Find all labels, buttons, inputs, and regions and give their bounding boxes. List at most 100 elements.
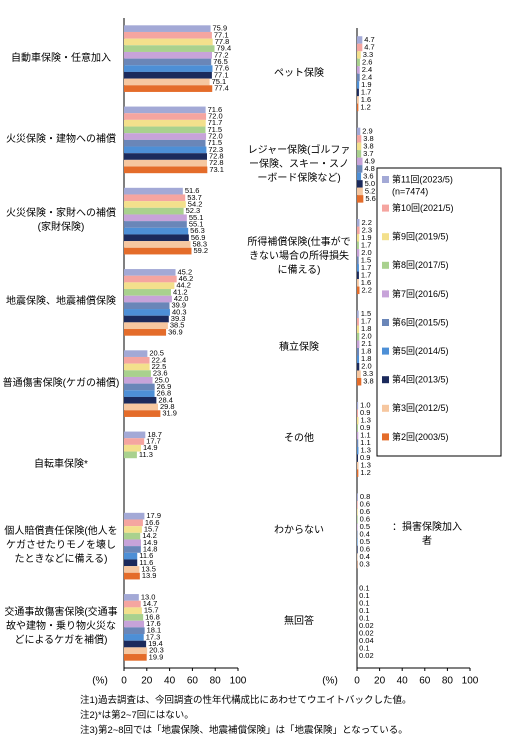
- value-label: 14.8: [143, 544, 158, 553]
- bar: [357, 409, 359, 417]
- value-label: 28.4: [158, 395, 173, 404]
- value-label: 1.0: [360, 401, 370, 410]
- value-label: 1.5: [361, 255, 371, 264]
- bar: [124, 559, 138, 567]
- bar: [357, 234, 360, 242]
- bar: [357, 416, 359, 425]
- value-label: 56.9: [191, 233, 206, 242]
- value-label: 0.1: [359, 591, 369, 600]
- legend-label: 第3回(2012/5): [392, 402, 449, 413]
- bar: [124, 113, 207, 120]
- value-label: 55.1: [189, 213, 204, 222]
- value-label: 41.2: [173, 287, 188, 296]
- value-label: 2.0: [361, 248, 371, 257]
- bar: [124, 654, 147, 661]
- category-label: 火災保険・建物への補償: [6, 133, 116, 145]
- x-tick-label: 20: [141, 676, 153, 687]
- legend-label: 第9回(2019/5): [392, 231, 449, 242]
- value-label: 17.7: [146, 437, 161, 446]
- value-label: 0.1: [359, 599, 369, 608]
- bar: [357, 127, 361, 136]
- value-label: 36.9: [168, 327, 183, 336]
- bar: [124, 106, 206, 114]
- value-label: 51.6: [185, 186, 200, 195]
- bar: [124, 38, 213, 46]
- bar: [124, 356, 150, 364]
- bar: [357, 51, 361, 59]
- value-label: 29.8: [160, 402, 175, 411]
- value-label: 5.0: [365, 179, 375, 188]
- legend-swatch: [382, 319, 389, 326]
- value-label: 3.8: [363, 134, 373, 143]
- value-label: 18.7: [147, 430, 162, 439]
- footnote: 注2)*は第2~7回にはない。: [80, 710, 194, 721]
- bar: [124, 31, 212, 39]
- footnote: 注3)第2~8回では「地震保険、地震補償保険」は「地震保険」となっている。: [80, 725, 408, 736]
- bar: [357, 286, 360, 295]
- x-tick-label: 20: [374, 676, 386, 687]
- bar: [357, 142, 362, 151]
- value-label: 2.2: [361, 285, 371, 294]
- value-label: 1.3: [360, 461, 370, 470]
- bar: [124, 350, 148, 357]
- value-label: 54.2: [188, 199, 203, 208]
- value-label: 0.02: [359, 629, 374, 638]
- bar: [357, 256, 359, 265]
- legend-label: 第8回(2017/5): [392, 259, 449, 270]
- bar: [124, 451, 137, 459]
- value-label: 1.7: [361, 240, 371, 249]
- category-label: 積立保険: [279, 342, 319, 353]
- bar: [357, 493, 358, 501]
- bar: [357, 157, 363, 166]
- bar: [124, 572, 140, 580]
- value-label: 4.8: [364, 164, 374, 173]
- legend-swatch: [382, 376, 389, 384]
- value-label: 0.6: [360, 500, 370, 509]
- value-label: 1.7: [361, 87, 371, 96]
- value-label: 22.4: [152, 355, 167, 364]
- bar: [124, 383, 155, 391]
- value-label: 0.6: [360, 507, 370, 516]
- value-label: 40.3: [172, 307, 187, 316]
- bar: [357, 424, 359, 432]
- bar: [124, 201, 186, 208]
- legend-label: 第6回(2015/5): [392, 316, 449, 327]
- bar: [124, 614, 144, 621]
- value-label: 19.4: [148, 639, 163, 648]
- value-label: 18.1: [147, 626, 162, 635]
- bar: [124, 431, 146, 439]
- value-label: 3.6: [363, 171, 373, 180]
- value-label: 3.8: [363, 377, 373, 386]
- bar: [124, 620, 145, 628]
- value-label: 39.9: [171, 301, 186, 310]
- value-label: 0.9: [360, 453, 370, 462]
- value-label: 4.9: [365, 156, 375, 165]
- legend-swatch: [382, 176, 389, 183]
- value-label: 4.7: [364, 42, 374, 51]
- bar: [124, 282, 175, 290]
- value-label: 77.2: [214, 50, 229, 59]
- value-label: 11.6: [139, 551, 153, 560]
- legend-label: 第7回(2016/5): [392, 288, 449, 299]
- value-label: 77.4: [214, 84, 229, 93]
- value-label: 0.1: [359, 644, 369, 653]
- value-label: 16.8: [145, 612, 160, 621]
- annotation: ：損害保険加入者: [392, 522, 462, 547]
- bar: [357, 165, 363, 173]
- bar: [357, 362, 360, 371]
- value-label: 1.5: [361, 309, 371, 318]
- value-label: 1.3: [360, 446, 370, 455]
- value-label: 22.5: [152, 362, 167, 371]
- legend-swatch: [382, 347, 389, 355]
- bar: [124, 594, 139, 601]
- bar: [124, 640, 147, 648]
- value-label: 44.2: [176, 281, 191, 290]
- bar: [124, 363, 150, 371]
- bar: [124, 126, 206, 134]
- value-label: 2.2: [361, 218, 371, 227]
- value-label: 15.7: [144, 606, 159, 615]
- value-label: 17.6: [146, 619, 161, 628]
- bar: [357, 523, 358, 531]
- category-label: 普通傷害保険(ケガの補償): [2, 377, 120, 389]
- value-label: 73.1: [209, 165, 224, 174]
